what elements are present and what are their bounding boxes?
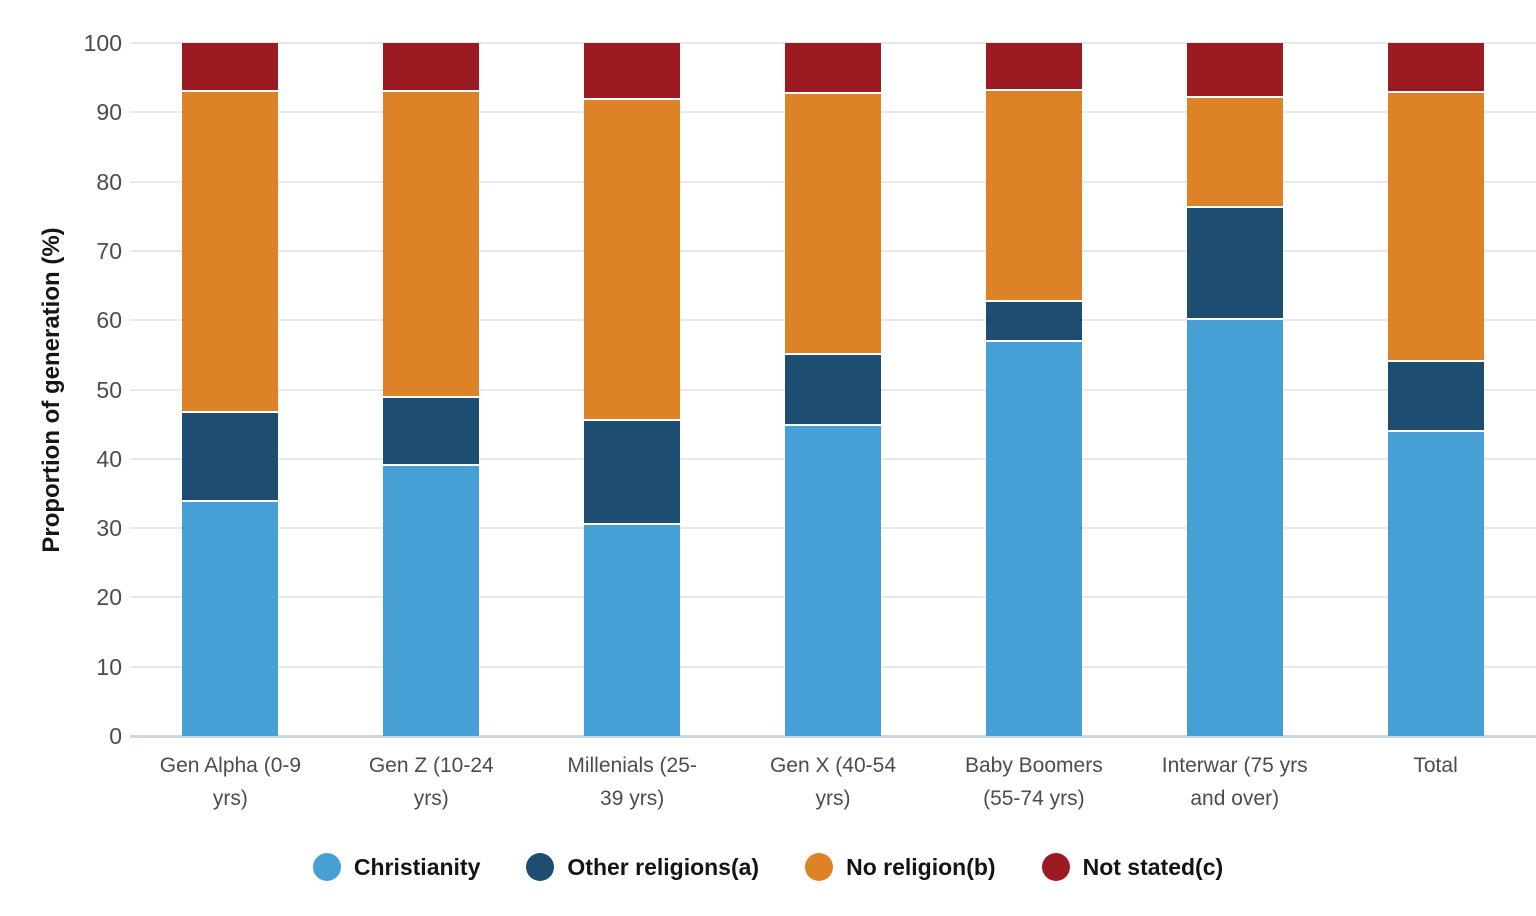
bar-segment-other-religions-a-gen-alpha-0-9-yrs[interactable] xyxy=(182,413,279,503)
legend-label-christianity: Christianity xyxy=(353,853,481,880)
bar-segment-not-stated-c-total[interactable] xyxy=(1387,43,1484,93)
y-tick-label-100: 100 xyxy=(83,30,122,56)
bar-gen-alpha-0-9-yrs xyxy=(182,43,279,736)
x-label-interwar-75-yrs-and-over: Interwar (75 yrs and over) xyxy=(1161,754,1308,810)
chart-legend: Christianity Other religions(a) No religio… xyxy=(0,853,1536,881)
y-tick-label-20: 20 xyxy=(96,584,122,611)
legend-item-other-religions-a[interactable]: Other religions(a) xyxy=(526,853,759,881)
bar-segment-christianity-baby-boomers-55-74-yrs[interactable] xyxy=(985,342,1082,736)
y-tick-label-50: 50 xyxy=(96,376,122,403)
x-label-baby-boomers-55-74-yrs: Baby Boomers (55-74 yrs) xyxy=(964,754,1103,810)
bar-baby-boomers-55-74-yrs xyxy=(985,43,1082,736)
bar-segment-not-stated-c-gen-x-40-54-yrs[interactable] xyxy=(785,43,881,95)
bar-segment-not-stated-c-baby-boomers-55-74-yrs[interactable] xyxy=(985,43,1082,91)
bar-gen-x-40-54-yrs xyxy=(785,43,881,736)
bar-segment-christianity-total[interactable] xyxy=(1387,431,1484,736)
bar-segment-not-stated-c-gen-z-10-24-yrs[interactable] xyxy=(383,43,480,93)
y-tick-label-30: 30 xyxy=(96,515,122,542)
bar-segment-christianity-gen-z-10-24-yrs[interactable] xyxy=(383,466,480,736)
y-tick-label-0: 0 xyxy=(109,723,122,749)
legend-item-christianity[interactable]: Christianity xyxy=(312,853,481,881)
bar-segment-no-religion-b-interwar-75-yrs-and-over[interactable] xyxy=(1186,97,1283,208)
bar-segment-not-stated-c-millenials-25-39-yrs[interactable] xyxy=(584,43,681,100)
legend-label-other-religions-a: Other religions(a) xyxy=(567,853,760,880)
bar-segment-christianity-interwar-75-yrs-and-over[interactable] xyxy=(1186,319,1283,736)
bar-segment-other-religions-a-baby-boomers-55-74-yrs[interactable] xyxy=(985,302,1082,343)
bar-segment-other-religions-a-gen-x-40-54-yrs[interactable] xyxy=(785,354,881,426)
gridline-0 xyxy=(130,735,1536,738)
bar-segment-not-stated-c-interwar-75-yrs-and-over[interactable] xyxy=(1186,43,1283,98)
bar-segment-not-stated-c-gen-alpha-0-9-yrs[interactable] xyxy=(182,43,279,93)
bar-total xyxy=(1387,43,1484,736)
bar-segment-no-religion-b-gen-z-10-24-yrs[interactable] xyxy=(383,92,480,398)
y-tick-label-70: 70 xyxy=(96,237,122,264)
y-tick-label-80: 80 xyxy=(96,168,122,195)
bar-segment-no-religion-b-millenials-25-39-yrs[interactable] xyxy=(584,99,681,422)
bar-millenials-25-39-yrs xyxy=(584,43,681,736)
legend-item-no-religion-b[interactable]: No religion(b) xyxy=(805,853,996,881)
legend-swatch-not-stated-c xyxy=(1041,853,1070,881)
bar-segment-no-religion-b-total[interactable] xyxy=(1387,92,1484,363)
bar-interwar-75-yrs-and-over xyxy=(1186,43,1283,736)
gridline-100 xyxy=(130,42,1536,44)
x-label-total: Total xyxy=(1413,754,1458,777)
bar-segment-other-religions-a-total[interactable] xyxy=(1387,362,1484,432)
bar-segment-no-religion-b-gen-alpha-0-9-yrs[interactable] xyxy=(182,92,279,414)
bar-segment-no-religion-b-gen-x-40-54-yrs[interactable] xyxy=(785,94,881,355)
bar-segment-christianity-gen-x-40-54-yrs[interactable] xyxy=(785,425,881,736)
bar-segment-christianity-millenials-25-39-yrs[interactable] xyxy=(584,525,681,736)
legend-label-no-religion-b: No religion(b) xyxy=(846,853,996,880)
bar-segment-other-religions-a-interwar-75-yrs-and-over[interactable] xyxy=(1186,207,1283,320)
x-label-gen-z-10-24-yrs: Gen Z (10-24 yrs) xyxy=(368,754,494,810)
bar-segment-other-religions-a-gen-z-10-24-yrs[interactable] xyxy=(383,397,480,467)
y-tick-label-10: 10 xyxy=(96,653,122,680)
legend-item-not-stated-c[interactable]: Not stated(c) xyxy=(1041,853,1224,881)
plot-area xyxy=(130,42,1536,738)
x-label-gen-x-40-54-yrs: Gen X (40-54 yrs) xyxy=(769,754,897,810)
legend-swatch-other-religions-a xyxy=(526,853,555,881)
bar-segment-christianity-gen-alpha-0-9-yrs[interactable] xyxy=(182,502,279,736)
y-tick-label-40: 40 xyxy=(96,445,122,472)
x-label-gen-alpha-0-9-yrs: Gen Alpha (0-9 yrs) xyxy=(159,754,302,810)
legend-swatch-no-religion-b xyxy=(805,853,834,881)
y-tick-label-90: 90 xyxy=(96,99,122,126)
x-label-millenials-25-39-yrs: Millenials (25- 39 yrs) xyxy=(567,754,697,810)
legend-swatch-christianity xyxy=(312,853,341,881)
bar-segment-other-religions-a-millenials-25-39-yrs[interactable] xyxy=(584,421,681,526)
y-tick-label-60: 60 xyxy=(96,307,122,334)
bar-segment-no-religion-b-baby-boomers-55-74-yrs[interactable] xyxy=(985,90,1082,303)
bar-gen-z-10-24-yrs xyxy=(383,43,480,736)
legend-label-not-stated-c: Not stated(c) xyxy=(1082,853,1224,880)
